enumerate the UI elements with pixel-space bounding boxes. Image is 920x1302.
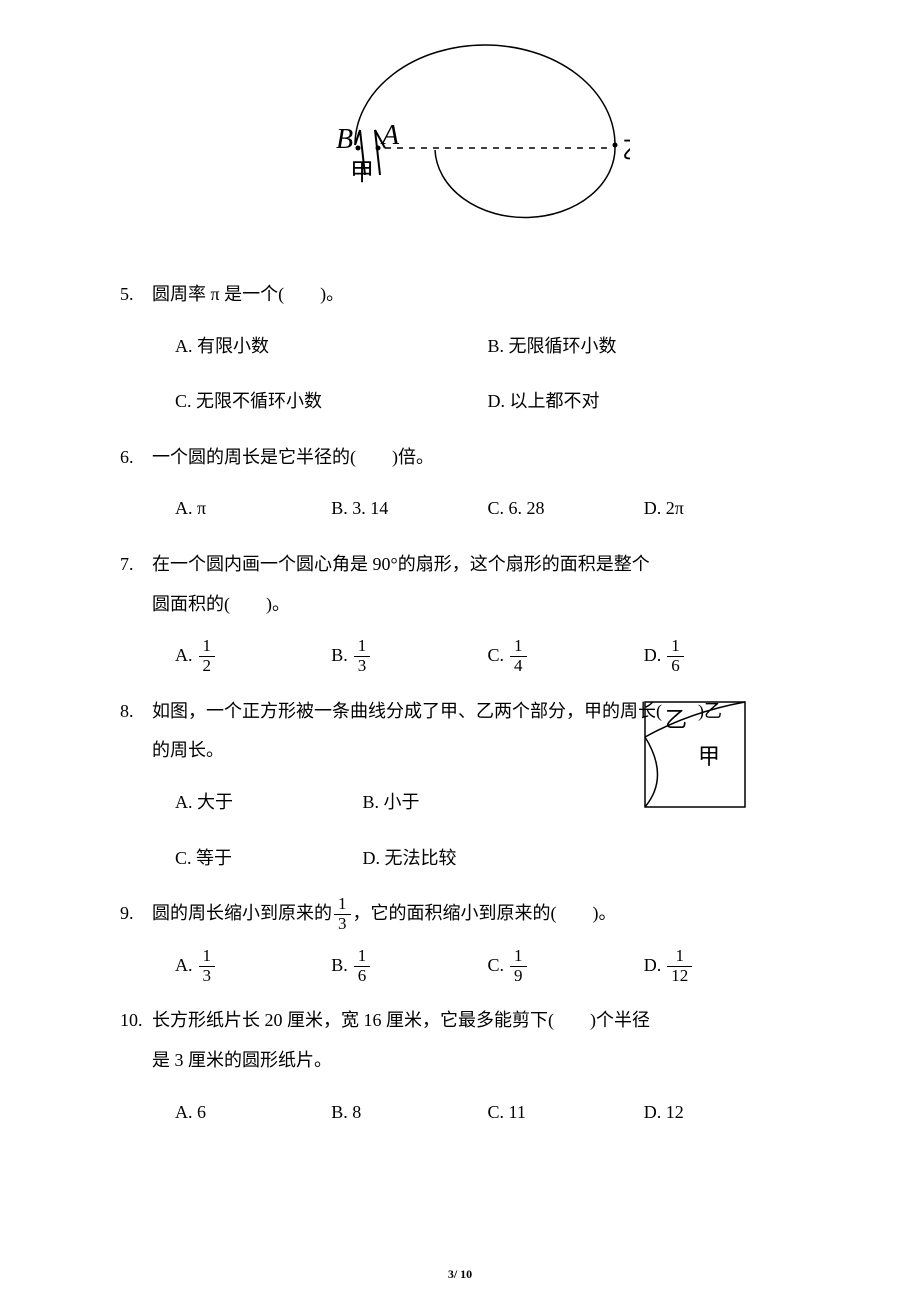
q6-optA: A. π [175, 489, 331, 529]
q8-options: A. 大于 B. 小于 C. 等于 D. 无法比较 [120, 783, 550, 878]
q7-optB: B. 1 3 [331, 636, 487, 676]
q10-text2: 是 3 厘米的圆形纸片。 [120, 1041, 800, 1081]
q9-optB: B. 1 6 [331, 946, 487, 986]
q10-optD: D. 12 [644, 1093, 800, 1133]
q8-figure: 乙 甲 [640, 697, 750, 827]
q6-optC: C. 6. 28 [488, 489, 644, 529]
label-A: A [380, 120, 400, 151]
question-7: 7. 在一个圆内画一个圆心角是 90°的扇形，这个扇形的面积是整个 圆面积的( … [120, 545, 800, 676]
q6-options: A. π B. 3. 14 C. 6. 28 D. 2π [120, 489, 800, 529]
question-10: 10. 长方形纸片长 20 厘米，宽 16 厘米，它最多能剪下( )个半径 是 … [120, 1001, 800, 1132]
q8-num: 8. [120, 692, 152, 732]
q6-optB: B. 3. 14 [331, 489, 487, 529]
q7-num: 7. [120, 545, 152, 585]
q6-num: 6. [120, 438, 152, 478]
q9-optD: D. 1 12 [644, 946, 800, 986]
q5-options: A. 有限小数 B. 无限循环小数 C. 无限不循环小数 D. 以上都不对 [120, 327, 800, 422]
q6-text: 一个圆的周长是它半径的( )倍。 [152, 438, 800, 478]
figure-dog-leash: B A 甲 乙 [120, 40, 800, 240]
q5-optB: B. 无限循环小数 [488, 327, 801, 367]
fraction: 1 4 [510, 637, 527, 675]
fraction: 1 12 [667, 947, 692, 985]
label-B: B [336, 124, 353, 155]
fraction: 1 6 [667, 637, 684, 675]
q7-text1: 在一个圆内画一个圆心角是 90°的扇形，这个扇形的面积是整个 [152, 545, 800, 585]
fraction: 1 9 [510, 947, 527, 985]
q7-optC: C. 1 4 [488, 636, 644, 676]
q10-optB: B. 8 [331, 1093, 487, 1133]
q10-num: 10. [120, 1001, 152, 1041]
q9-num: 9. [120, 894, 152, 934]
fraction: 1 3 [334, 895, 351, 933]
page-number: 3/ 10 [0, 1267, 920, 1282]
q9-optA: A. 1 3 [175, 946, 331, 986]
q9-text: 圆的周长缩小到原来的 1 3 ，它的面积缩小到原来的( )。 [152, 894, 617, 934]
fraction: 1 3 [354, 637, 371, 675]
q8-optA: A. 大于 [175, 783, 363, 823]
q10-optA: A. 6 [175, 1093, 331, 1133]
q5-text: 圆周率 π 是一个( )。 [152, 275, 800, 315]
fraction: 1 2 [199, 637, 216, 675]
q8-optB: B. 小于 [363, 783, 551, 823]
q5-optC: C. 无限不循环小数 [175, 382, 488, 422]
q5-num: 5. [120, 275, 152, 315]
q8-optD: D. 无法比较 [363, 839, 551, 879]
q8-label-yi: 乙 [665, 707, 687, 732]
question-5: 5. 圆周率 π 是一个( )。 A. 有限小数 B. 无限循环小数 C. 无限… [120, 275, 800, 422]
q5-optD: D. 以上都不对 [488, 382, 801, 422]
q7-optD: D. 1 6 [644, 636, 800, 676]
figure-top-svg: B A 甲 乙 [290, 40, 630, 240]
q7-optA: A. 1 2 [175, 636, 331, 676]
q10-text1: 长方形纸片长 20 厘米，宽 16 厘米，它最多能剪下( )个半径 [152, 1001, 800, 1041]
q8-label-jia: 甲 [698, 744, 720, 769]
q10-options: A. 6 B. 8 C. 11 D. 12 [120, 1093, 800, 1133]
q6-optD: D. 2π [644, 489, 800, 529]
q7-text2: 圆面积的( )。 [120, 585, 800, 625]
q7-options: A. 1 2 B. 1 3 C. 1 4 D. 1 6 [120, 636, 800, 676]
q9-optC: C. 1 9 [488, 946, 644, 986]
fraction: 1 6 [354, 947, 371, 985]
q5-optA: A. 有限小数 [175, 327, 488, 367]
question-8: 8. 如图，一个正方形被一条曲线分成了甲、乙两个部分，甲的周长( )乙 的周长。… [120, 692, 800, 878]
q8-optC: C. 等于 [175, 839, 363, 879]
question-9: 9. 圆的周长缩小到原来的 1 3 ，它的面积缩小到原来的( )。 A. 1 3… [120, 894, 800, 985]
label-yi: 乙 [622, 138, 630, 164]
fraction: 1 3 [199, 947, 216, 985]
label-jia: 甲 [350, 160, 374, 186]
q10-optC: C. 11 [488, 1093, 644, 1133]
q9-options: A. 1 3 B. 1 6 C. 1 9 D. 1 12 [120, 946, 800, 986]
question-6: 6. 一个圆的周长是它半径的( )倍。 A. π B. 3. 14 C. 6. … [120, 438, 800, 529]
